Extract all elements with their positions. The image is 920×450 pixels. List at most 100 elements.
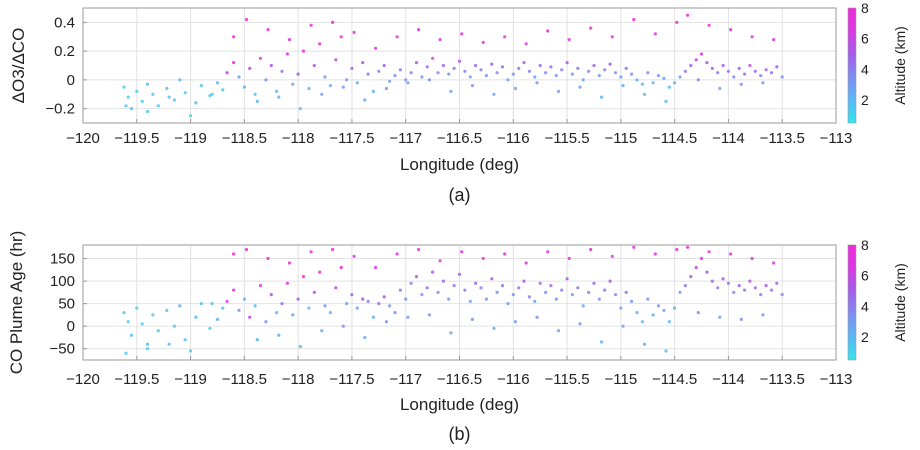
data-point [135,306,139,310]
data-point [630,72,634,76]
data-point [232,35,236,39]
data-point [264,320,268,324]
data-point [441,63,445,68]
data-point [382,63,386,68]
data-point [427,78,431,82]
data-point [395,252,399,256]
data-point [409,71,413,75]
data-point [729,252,733,256]
data-point [275,311,279,315]
data-point [587,69,591,73]
y-tick-label: −0.2 [45,101,75,118]
data-point [603,288,607,292]
data-point [309,23,313,27]
data-point [667,85,671,89]
data-point [269,293,273,297]
data-point [635,311,639,315]
data-point [334,286,338,290]
data-point [341,324,345,328]
colorbar-tick-label: 4 [861,298,869,314]
data-point [232,288,236,292]
data-point [350,293,354,297]
data-point [178,78,182,82]
data-point [546,29,550,33]
data-point [630,299,634,303]
data-point [753,69,757,73]
data-point [764,284,768,288]
data-point [409,281,413,285]
x-tick-label: −115 [605,130,638,147]
data-point [621,324,625,328]
data-point [298,107,302,111]
data-point [237,75,241,79]
data-point [694,58,698,62]
data-point [312,63,316,68]
colorbar-tick-label: 8 [861,0,869,16]
data-point [124,104,128,108]
data-point [384,320,388,324]
data-point [194,101,198,105]
data-point [619,75,623,79]
data-point [775,281,779,285]
data-point [221,306,225,310]
data-point [780,75,784,79]
data-point [495,71,499,75]
data-point [775,65,779,69]
data-point [320,329,324,333]
data-point [554,74,558,78]
data-point [172,324,176,328]
data-point [215,317,220,321]
data-point [253,304,257,308]
panel-a: −120 −119.5 −119 −118.5 −118 −117.5 −117 −116.5… [9,0,908,205]
data-point [737,284,741,288]
data-point [167,342,171,346]
data-point [135,89,139,93]
data-point [126,320,130,324]
data-point [404,78,408,82]
x-tick-label: −118.5 [222,130,267,147]
data-point [640,82,645,86]
data-point [567,38,571,42]
data-point [570,293,575,297]
data-point [145,82,150,86]
data-point [705,270,709,274]
y-tick-label: 0.4 [54,14,75,31]
data-point [371,89,375,93]
data-point [506,302,510,306]
data-point [438,259,442,263]
data-point [237,308,241,312]
data-point [248,315,252,319]
data-point [613,293,618,297]
y-tick-label: 0.2 [54,43,75,60]
data-point [352,30,356,34]
data-point [619,306,623,310]
data-point [215,81,220,85]
data-point [511,72,515,76]
data-point [457,59,462,63]
data-point [339,35,343,39]
data-point [363,98,367,102]
data-point [479,286,483,290]
data-point [576,66,580,70]
panel-b: −120 −119.5 −119 −118.5 −118 −117.5 −117 −116.5… [7,231,908,444]
data-point [122,311,126,315]
x-tick-label: −120 [66,130,100,147]
data-point [560,68,564,72]
data-point [608,279,612,283]
data-point [597,297,601,301]
scatter-points [122,245,784,355]
data-point [167,95,171,99]
data-point [355,306,359,310]
data-point [726,69,731,73]
x-tick-label: −114 [712,371,745,388]
data-point [632,17,636,22]
data-point [406,81,410,85]
data-point [145,347,150,351]
data-point [361,61,365,65]
data-point [264,78,268,82]
data-point [350,66,354,70]
data-point [527,295,532,299]
data-point [524,42,528,46]
data-point [393,74,397,78]
